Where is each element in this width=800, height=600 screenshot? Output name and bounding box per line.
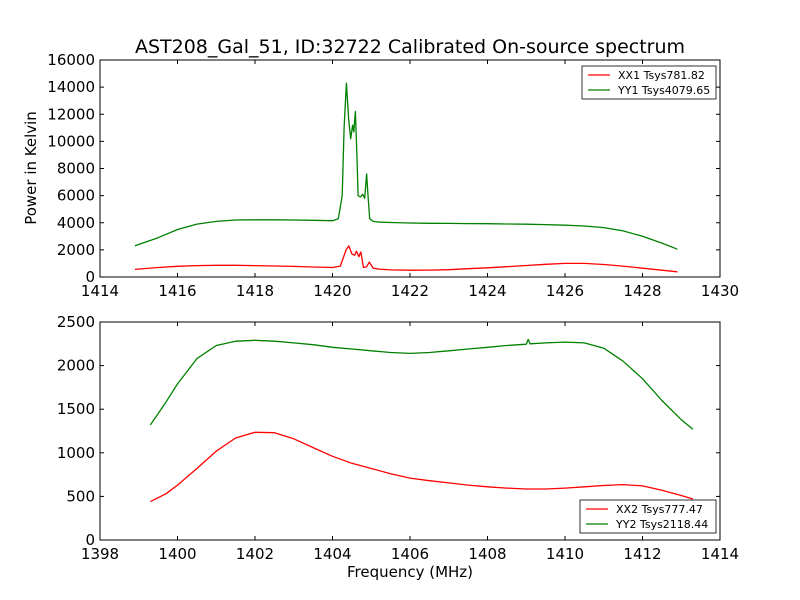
top-legend-box — [581, 65, 717, 100]
top-y-tick-label: 0 — [85, 268, 95, 286]
top-x-tick-label: 1420 — [313, 282, 351, 300]
bottom-y-tick-label: 0 — [85, 531, 95, 549]
bottom-series-line-2 — [149, 338, 694, 430]
bottom-y-tick-label: 2500 — [57, 313, 95, 331]
top-y-tick-label: 6000 — [57, 187, 95, 205]
top-y-axis-label: Power in Kelvin — [22, 111, 40, 225]
top-x-tick-label: 1422 — [391, 282, 429, 300]
bottom-x-axis-label: Frequency (MHz) — [347, 563, 473, 581]
bottom-series-line-1 — [150, 431, 694, 503]
bottom-y-tick-label: 2000 — [57, 357, 95, 375]
top-x-tick-label: 1416 — [158, 282, 196, 300]
bottom-x-tick-label: 1402 — [236, 545, 274, 563]
bottom-legend-label-1: XX2 Tsys777.47 — [616, 503, 703, 516]
top-x-tick-label: 1428 — [623, 282, 661, 300]
bottom-legend-box — [579, 499, 717, 534]
top-series-line-1 — [134, 245, 678, 273]
top-x-tick-label: 1418 — [236, 282, 274, 300]
top-y-tick-label: 8000 — [57, 160, 95, 178]
top-legend-label-1: XX1 Tsys781.82 — [618, 69, 705, 82]
bottom-panel: Frequency (MHz) 1398 1400 1402 1404 1406 1408… — [57, 313, 739, 581]
bottom-x-tick-label: 1398 — [81, 545, 119, 563]
bottom-legend-label-2: YY2 Tsys2118.44 — [615, 518, 708, 531]
bottom-y-tick-label: 1500 — [57, 400, 95, 418]
top-panel: Power in Kelvin 1414 1416 1418 1420 1422 1424… — [22, 51, 739, 300]
top-series-line-2 — [134, 82, 678, 250]
top-y-tick-label: 14000 — [47, 78, 95, 96]
top-legend-label-2: YY1 Tsys4079.65 — [617, 84, 710, 97]
top-y-tick-label: 12000 — [47, 105, 95, 123]
bottom-x-tick-label: 1410 — [546, 545, 584, 563]
bottom-x-tick-label: 1406 — [391, 545, 429, 563]
top-x-tick-label: 1414 — [81, 282, 119, 300]
top-x-tick-label: 1426 — [546, 282, 584, 300]
bottom-x-tick-label: 1408 — [468, 545, 506, 563]
bottom-y-tick-label: 1000 — [57, 444, 95, 462]
top-y-tick-label: 10000 — [47, 132, 95, 150]
bottom-x-tick-label: 1400 — [158, 545, 196, 563]
top-x-tick-label: 1424 — [468, 282, 506, 300]
top-y-tick-label: 16000 — [47, 51, 95, 69]
top-y-tick-label: 2000 — [57, 241, 95, 259]
top-y-tick-label: 4000 — [57, 214, 95, 232]
bottom-y-tick-label: 500 — [66, 487, 95, 505]
bottom-x-tick-label: 1404 — [313, 545, 351, 563]
top-x-tick-label: 1430 — [701, 282, 739, 300]
figure-title: AST208_Gal_51, ID:32722 Calibrated On-so… — [135, 36, 685, 58]
bottom-x-tick-label: 1412 — [623, 545, 661, 563]
bottom-x-tick-label: 1414 — [701, 545, 739, 563]
